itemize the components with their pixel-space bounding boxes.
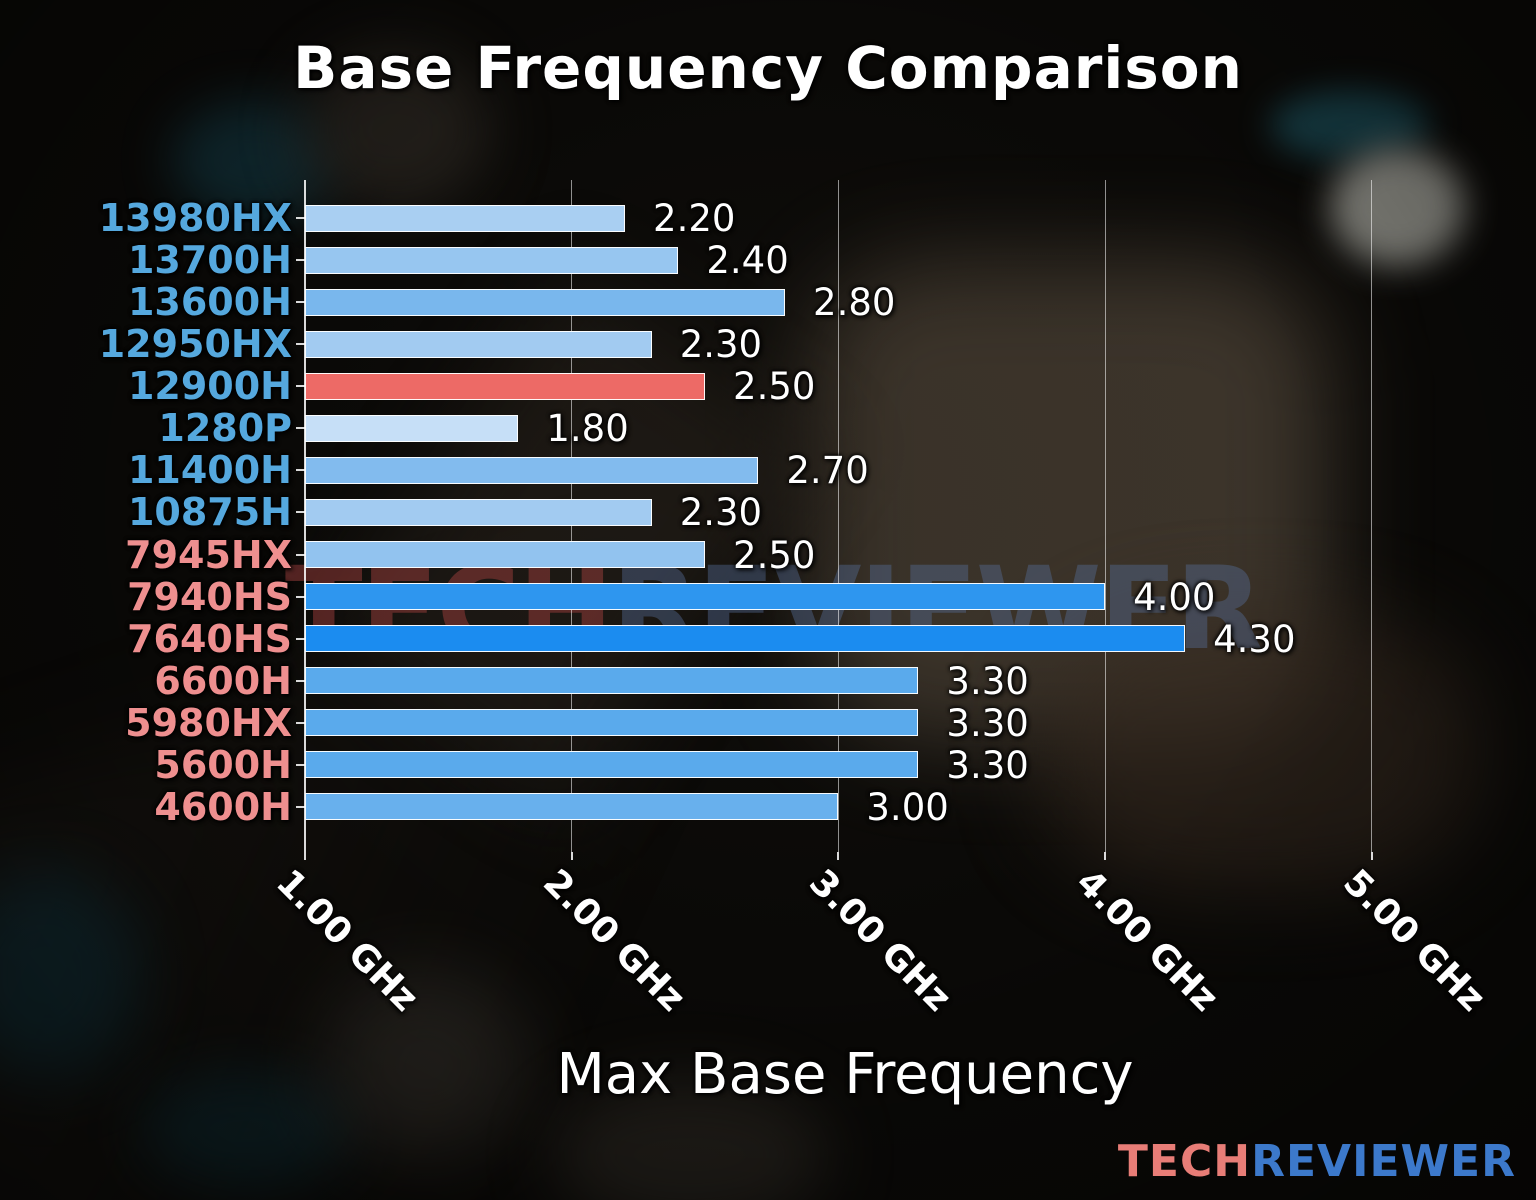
y-tick-mark bbox=[296, 385, 305, 388]
value-label: 4.30 bbox=[1213, 617, 1296, 661]
x-tick-mark bbox=[1370, 852, 1373, 860]
category-label-amd: 4600H bbox=[154, 784, 292, 829]
category-label-amd: 5980HX bbox=[125, 700, 292, 745]
x-tick-label: 1.00 GHz bbox=[268, 861, 426, 1020]
x-tick-label: 2.00 GHz bbox=[534, 861, 693, 1020]
x-tick-mark bbox=[837, 852, 840, 860]
category-label-intel: 10875H bbox=[127, 490, 292, 535]
category-label-intel: 13600H bbox=[127, 280, 292, 325]
value-label: 3.30 bbox=[946, 659, 1029, 703]
y-tick-mark bbox=[296, 469, 305, 472]
bar bbox=[305, 793, 839, 821]
category-label-intel: 11400H bbox=[127, 448, 292, 493]
value-label: 3.00 bbox=[866, 785, 949, 829]
bar bbox=[305, 541, 706, 569]
category-label-amd: 7945HX bbox=[125, 532, 292, 577]
value-label: 4.00 bbox=[1133, 575, 1216, 619]
x-tick-mark bbox=[570, 852, 573, 860]
bar bbox=[305, 288, 786, 316]
brand-logo: TECHREVIEWER bbox=[1118, 1136, 1516, 1187]
value-label: 2.30 bbox=[679, 323, 763, 367]
bar bbox=[305, 709, 919, 737]
value-label: 3.30 bbox=[946, 701, 1029, 745]
bar bbox=[305, 751, 919, 779]
value-label: 2.70 bbox=[786, 449, 869, 493]
value-label: 2.30 bbox=[679, 491, 763, 535]
value-label: 1.80 bbox=[546, 407, 629, 451]
category-label-intel: 12900H bbox=[127, 364, 292, 409]
value-label: 2.40 bbox=[706, 239, 789, 283]
bar bbox=[305, 330, 652, 358]
category-label-intel: 1280P bbox=[158, 406, 292, 451]
y-tick-mark bbox=[296, 343, 305, 346]
value-label: 2.50 bbox=[733, 365, 816, 409]
value-label: 2.50 bbox=[733, 533, 816, 577]
category-label-amd: 7640HS bbox=[127, 616, 292, 661]
bar bbox=[305, 456, 759, 484]
y-tick-mark bbox=[296, 217, 305, 219]
gridline bbox=[837, 180, 839, 852]
y-tick-mark bbox=[296, 301, 305, 304]
y-tick-mark bbox=[296, 511, 305, 514]
y-tick-mark bbox=[296, 637, 305, 640]
category-label-intel: 12950HX bbox=[98, 322, 292, 367]
y-tick-mark bbox=[296, 595, 305, 598]
chart-title: Base Frequency Comparison bbox=[293, 34, 1243, 102]
category-label-intel: 13700H bbox=[127, 238, 292, 283]
brand-logo-tech: TECH bbox=[1117, 1136, 1252, 1187]
gridline bbox=[1371, 180, 1373, 852]
bar bbox=[305, 204, 626, 232]
value-label: 2.80 bbox=[813, 281, 896, 325]
y-tick-mark bbox=[296, 679, 305, 682]
y-tick-mark bbox=[296, 259, 305, 262]
y-tick-mark bbox=[296, 805, 305, 808]
x-tick-label: 3.00 GHz bbox=[801, 861, 960, 1020]
bar-highlighted bbox=[305, 372, 706, 400]
x-tick-label: 4.00 GHz bbox=[1068, 861, 1226, 1020]
x-tick-mark bbox=[1104, 852, 1107, 860]
x-tick-mark bbox=[304, 852, 306, 860]
y-tick-mark bbox=[296, 721, 305, 724]
category-label-amd: 5600H bbox=[154, 742, 292, 787]
bar bbox=[305, 414, 519, 442]
bar bbox=[305, 583, 1106, 611]
y-tick-mark bbox=[296, 427, 305, 430]
y-tick-mark bbox=[296, 553, 305, 556]
category-label-amd: 6600H bbox=[154, 658, 292, 703]
category-label-amd: 7940HS bbox=[127, 574, 292, 619]
gridline bbox=[1104, 180, 1106, 852]
y-tick-mark bbox=[296, 763, 305, 766]
brand-logo-reviewer: REVIEWER bbox=[1251, 1136, 1516, 1187]
bar bbox=[305, 625, 1186, 653]
x-tick-label: 5.00 GHz bbox=[1334, 861, 1493, 1020]
bar bbox=[305, 498, 652, 526]
x-axis-title: Max Base Frequency bbox=[556, 1042, 1134, 1107]
bar bbox=[305, 667, 919, 695]
bar bbox=[305, 246, 679, 274]
value-label: 2.20 bbox=[653, 197, 736, 240]
category-label-intel: 13980HX bbox=[98, 196, 292, 240]
value-label: 3.30 bbox=[946, 743, 1029, 787]
